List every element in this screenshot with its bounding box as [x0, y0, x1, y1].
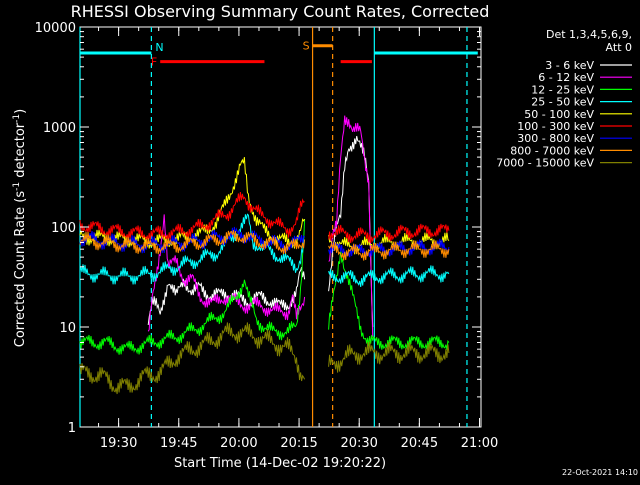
x-axis-label: Start Time (14-Dec-02 19:20:22) — [174, 456, 386, 471]
series-line-9 — [79, 322, 306, 395]
legend-label-2: 6 - 12 keV — [538, 71, 594, 84]
flag-label: N — [155, 41, 163, 54]
x-tick-label: 20:15 — [280, 436, 317, 451]
legend-label-1: 3 - 6 keV — [545, 59, 594, 72]
ylabel-part-2: detector — [13, 122, 28, 182]
x-tick-label: 20:45 — [401, 436, 438, 451]
x-tick-label: 19:45 — [160, 436, 197, 451]
x-tick-label: 19:30 — [100, 436, 137, 451]
legend-label-9: 7000 - 15000 keV — [496, 157, 594, 170]
legend-label-8: 800 - 7000 keV — [510, 144, 594, 157]
ylabel-exp-2: -1 — [12, 114, 22, 123]
y-tick-label: 100 — [51, 221, 76, 236]
x-tick-label: 21:00 — [461, 436, 498, 451]
legend-label-5: 50 - 100 keV — [524, 108, 594, 121]
legend-label-3: 12 - 25 keV — [531, 83, 594, 96]
series-line-8 — [79, 230, 306, 255]
legend-label-6: 100 - 300 keV — [517, 120, 594, 133]
footer-timestamp: 22-Oct-2021 14:10 — [562, 468, 638, 477]
legend-label-7: 300 - 800 keV — [517, 132, 594, 145]
series-line-2 — [147, 214, 306, 332]
ylabel-exp-1: -1 — [12, 182, 22, 191]
y-tick-label: 1000 — [43, 121, 76, 136]
x-tick-label: 20:30 — [340, 436, 377, 451]
y-tick-label: 10 — [59, 321, 76, 336]
y-axis-label: Corrected Count Rate (s-1 detector-1) — [12, 109, 28, 347]
series-line-8 — [328, 240, 450, 261]
legend-header-line-2: Att 0 — [606, 41, 632, 54]
series-line-3 — [328, 248, 450, 350]
series-line-2 — [328, 115, 374, 337]
ylabel-part-3: ) — [13, 109, 28, 114]
series-line-9 — [328, 341, 450, 373]
y-tick-label: 10000 — [35, 21, 76, 36]
flag-label: S — [303, 40, 310, 53]
legend-label-4: 25 - 50 keV — [531, 96, 594, 109]
flag-label: F — [151, 56, 157, 69]
y-tick-label: 1 — [68, 421, 76, 436]
ylabel-part-1: Corrected Count Rate (s — [13, 191, 28, 348]
x-tick-label: 20:00 — [220, 436, 257, 451]
series-line-6 — [328, 223, 450, 244]
plot-area: NF S 1 10 100 1000 10000 19:30 19:45 20:00 20:15 20… — [35, 21, 499, 451]
legend-header-line-1: Det 1,3,4,5,6,9, — [546, 28, 632, 41]
svg-text:Corrected Count Rate (s-1 dete: Corrected Count Rate (s-1 detector-1) — [12, 109, 28, 347]
chart-title: RHESSI Observing Summary Count Rates, Co… — [71, 2, 490, 21]
series-line-6 — [79, 192, 305, 242]
series-line-4 — [328, 265, 450, 287]
series-line-3 — [79, 219, 306, 355]
